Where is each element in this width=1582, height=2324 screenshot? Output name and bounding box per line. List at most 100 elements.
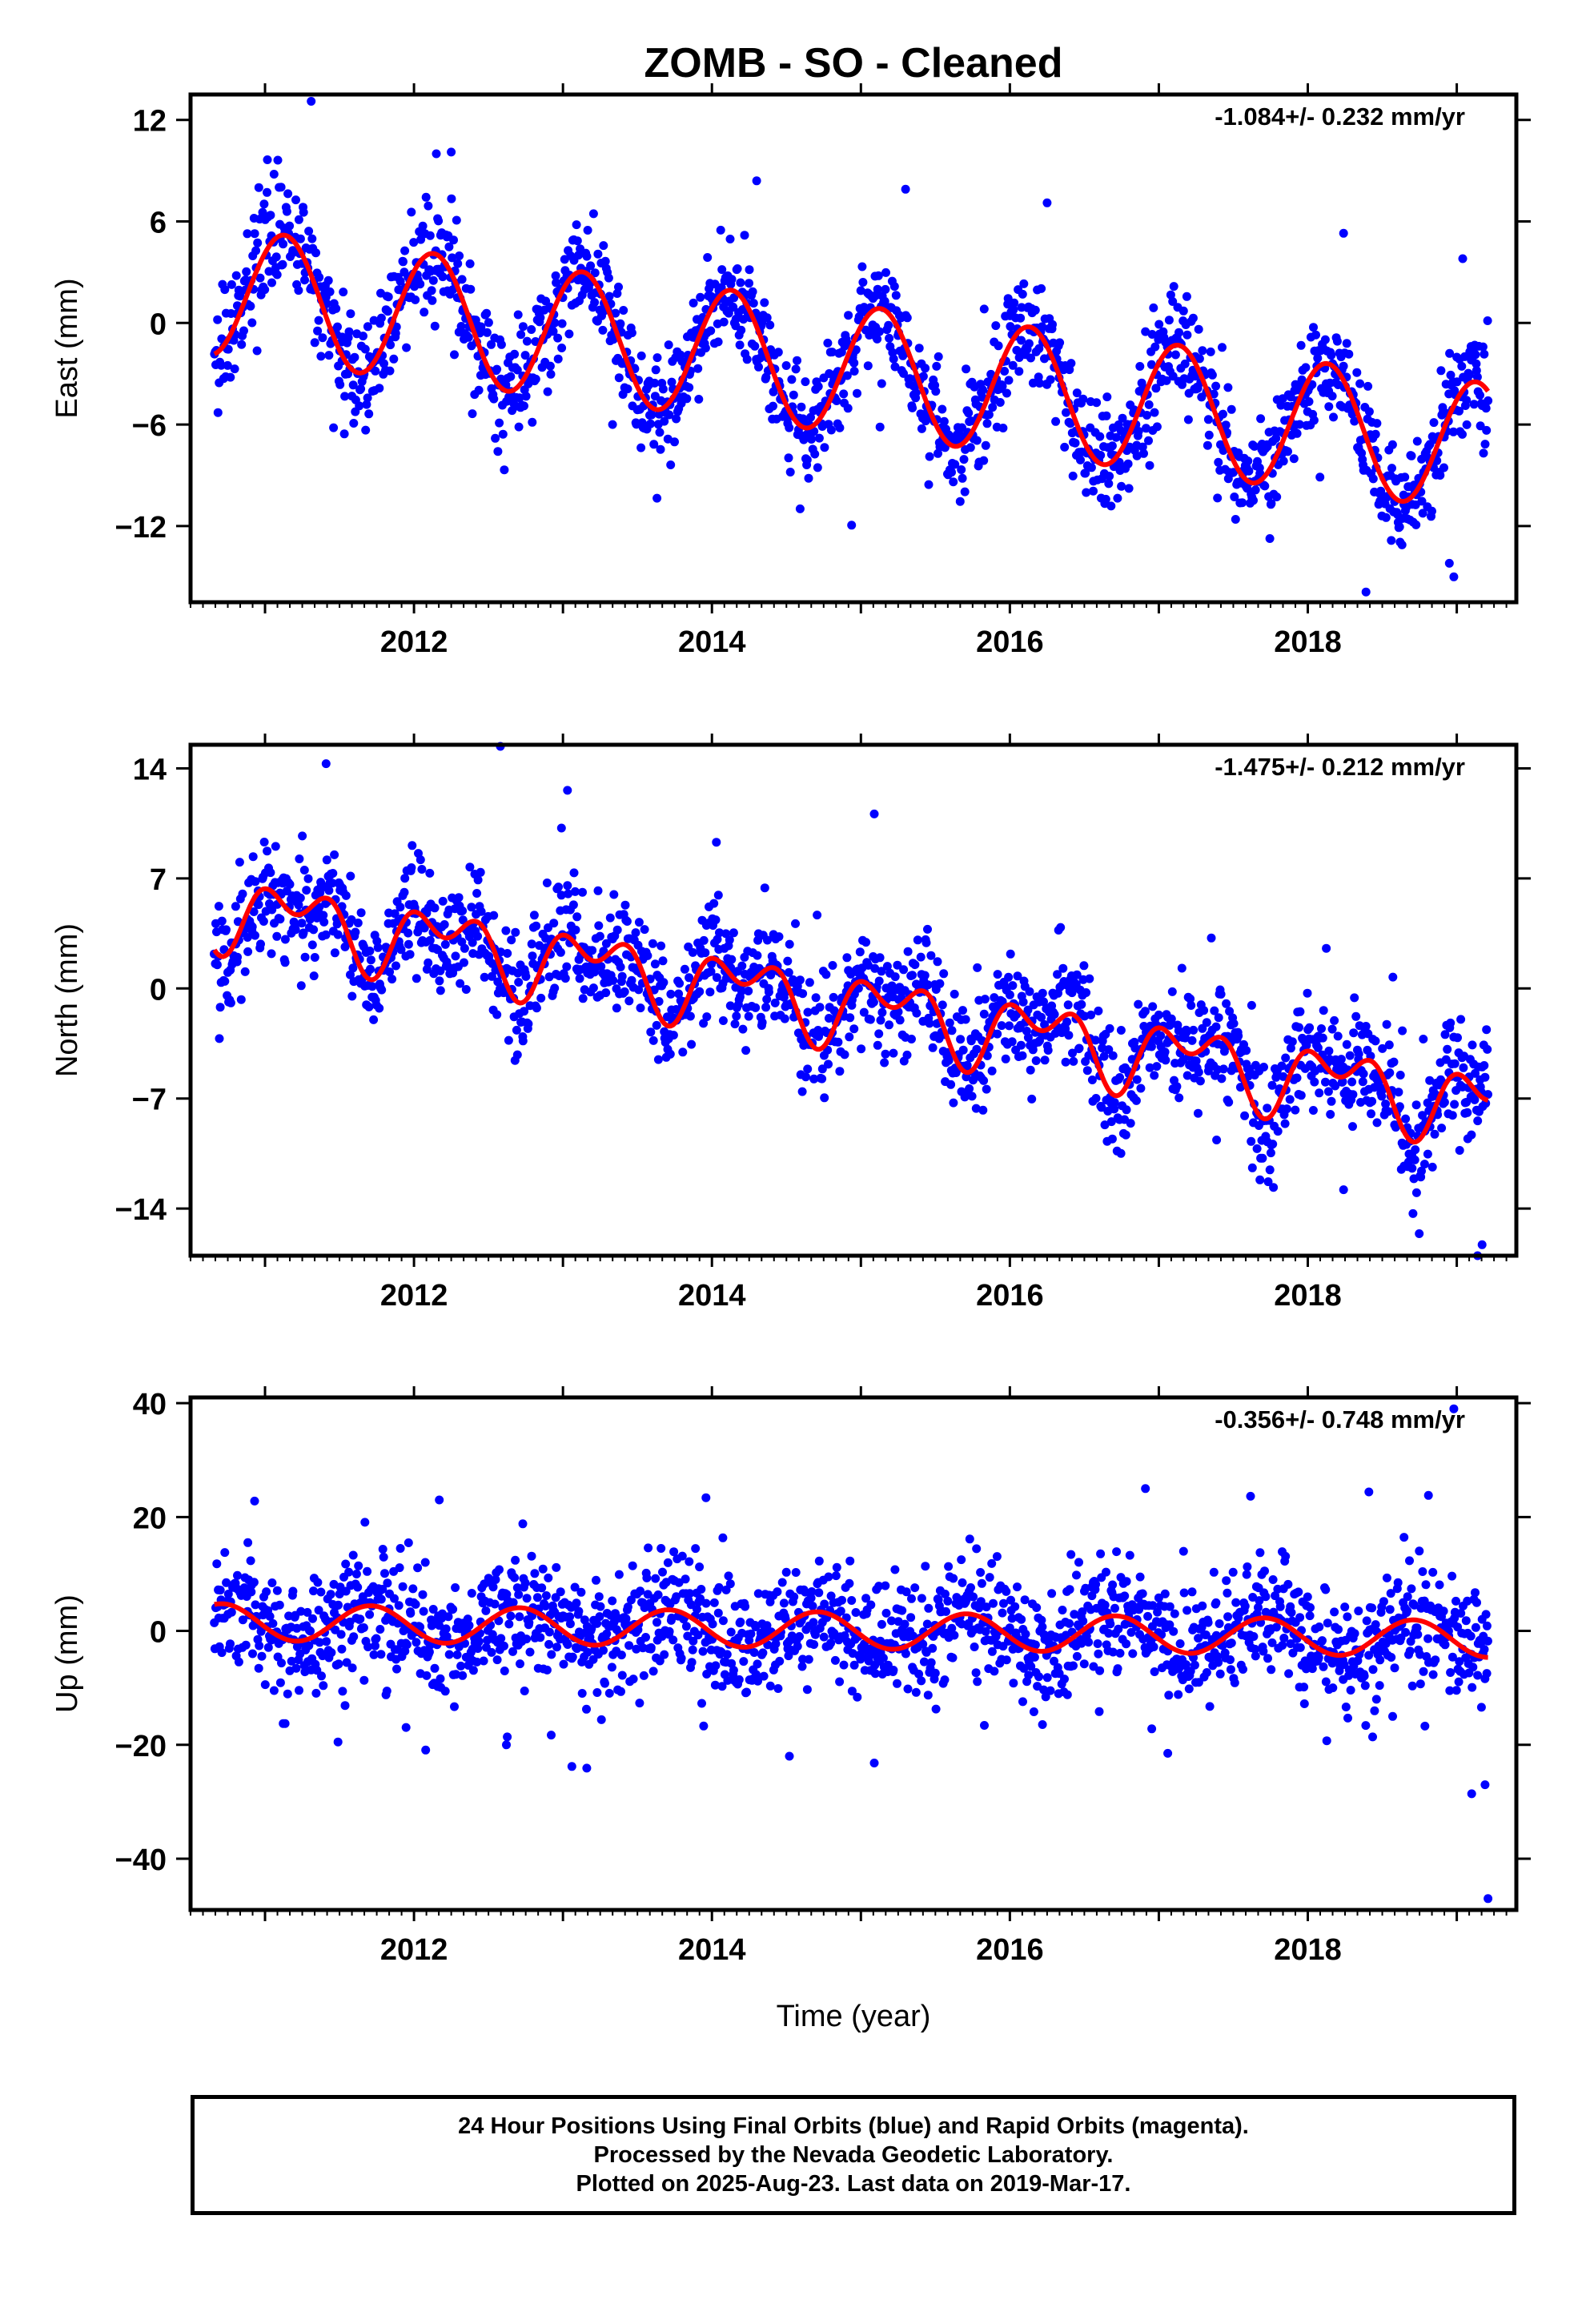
north-data-point xyxy=(631,928,640,938)
up-data-point xyxy=(814,1588,824,1598)
east-outlier-point xyxy=(752,176,761,186)
up-data-point xyxy=(277,1659,286,1668)
east-data-point xyxy=(482,328,492,337)
east-data-point xyxy=(522,336,532,346)
up-data-point xyxy=(930,1668,940,1678)
east-data-point xyxy=(1135,362,1145,371)
north-data-point xyxy=(1389,1057,1399,1067)
up-data-point xyxy=(910,1583,920,1593)
north-data-point xyxy=(890,972,900,982)
north-data-point xyxy=(835,1067,845,1076)
up-data-point xyxy=(681,1574,690,1584)
up-data-point xyxy=(1047,1589,1057,1598)
north-data-point xyxy=(1211,1022,1221,1031)
north-data-point xyxy=(1077,999,1086,1009)
up-data-point xyxy=(1125,1550,1134,1560)
north-data-point xyxy=(1154,1010,1163,1019)
up-data-point xyxy=(897,1606,907,1615)
east-data-point xyxy=(706,326,716,336)
north-data-point xyxy=(653,1055,663,1064)
north-data-point xyxy=(1415,1229,1424,1238)
east-data-point xyxy=(1102,411,1111,420)
east-data-point xyxy=(1368,474,1378,484)
up-data-point xyxy=(288,1586,298,1596)
up-data-point xyxy=(889,1666,898,1675)
east-data-point xyxy=(552,278,561,287)
up-data-point xyxy=(448,1605,458,1614)
north-data-point xyxy=(725,935,734,945)
up-data-point xyxy=(669,1635,678,1645)
north-data-point xyxy=(315,888,325,898)
east-data-point xyxy=(911,388,921,397)
up-data-point xyxy=(614,1570,624,1579)
up-data-point xyxy=(411,1599,420,1609)
north-data-point xyxy=(1018,1051,1027,1060)
north-data-point xyxy=(1295,1007,1305,1016)
east-data-point xyxy=(230,364,239,374)
east-data-point xyxy=(889,282,899,292)
east-data-point xyxy=(1034,344,1044,353)
east-data-point xyxy=(247,318,257,328)
up-data-point xyxy=(775,1656,785,1666)
up-data-point xyxy=(311,1688,321,1698)
east-data-point xyxy=(843,404,853,413)
east-data-point xyxy=(1107,441,1117,451)
up-data-point xyxy=(576,1587,586,1597)
east-data-point xyxy=(979,456,989,465)
east-data-point xyxy=(801,377,810,387)
east-data-point xyxy=(1271,433,1281,443)
north-data-point xyxy=(950,989,959,999)
east-data-point xyxy=(364,409,374,419)
east-data-point xyxy=(905,374,914,384)
up-data-point xyxy=(926,1658,936,1667)
north-data-point xyxy=(1411,1188,1421,1197)
east-data-point xyxy=(1101,494,1110,504)
north-data-point xyxy=(1385,1068,1395,1078)
north-data-point xyxy=(1058,963,1068,973)
north-data-point xyxy=(271,842,280,851)
east-data-point xyxy=(754,362,763,372)
east-data-point xyxy=(355,401,364,411)
north-data-point xyxy=(215,1034,224,1043)
east-data-point xyxy=(1344,349,1354,359)
east-data-point xyxy=(545,361,555,371)
north-data-point xyxy=(322,855,331,865)
east-data-point xyxy=(489,394,499,404)
up-data-point xyxy=(635,1699,644,1708)
north-data-point xyxy=(219,945,229,955)
east-data-point xyxy=(323,275,333,285)
up-data-point xyxy=(436,1674,445,1683)
up-data-point xyxy=(1069,1661,1078,1671)
up-data-point xyxy=(396,1544,405,1553)
east-data-point xyxy=(880,296,889,306)
north-data-point xyxy=(1247,1000,1256,1010)
up-data-point xyxy=(718,1533,728,1542)
east-data-point xyxy=(627,328,636,338)
east-data-point xyxy=(482,308,492,318)
up-data-point xyxy=(699,1721,709,1731)
north-data-point xyxy=(1345,1051,1355,1060)
east-data-point xyxy=(717,265,727,275)
east-data-point xyxy=(1457,361,1467,371)
east-data-point xyxy=(235,292,245,301)
east-data-point xyxy=(263,155,272,164)
east-data-point xyxy=(572,220,581,230)
up-data-point xyxy=(688,1645,697,1655)
east-data-point xyxy=(448,285,458,295)
east-data-point xyxy=(781,361,791,370)
up-data-point xyxy=(275,1678,285,1687)
north-data-point xyxy=(251,931,259,940)
north-data-point xyxy=(993,970,1002,979)
up-data-point xyxy=(408,1584,418,1594)
north-data-point xyxy=(1194,1108,1203,1118)
north-data-point xyxy=(457,937,467,947)
north-data-point xyxy=(1224,1097,1234,1107)
east-data-point xyxy=(881,267,890,277)
up-data-point xyxy=(536,1633,545,1642)
east-data-point xyxy=(500,465,509,475)
east-data-point xyxy=(386,340,396,350)
north-data-point xyxy=(1423,1149,1432,1159)
north-data-point xyxy=(1008,981,1018,991)
